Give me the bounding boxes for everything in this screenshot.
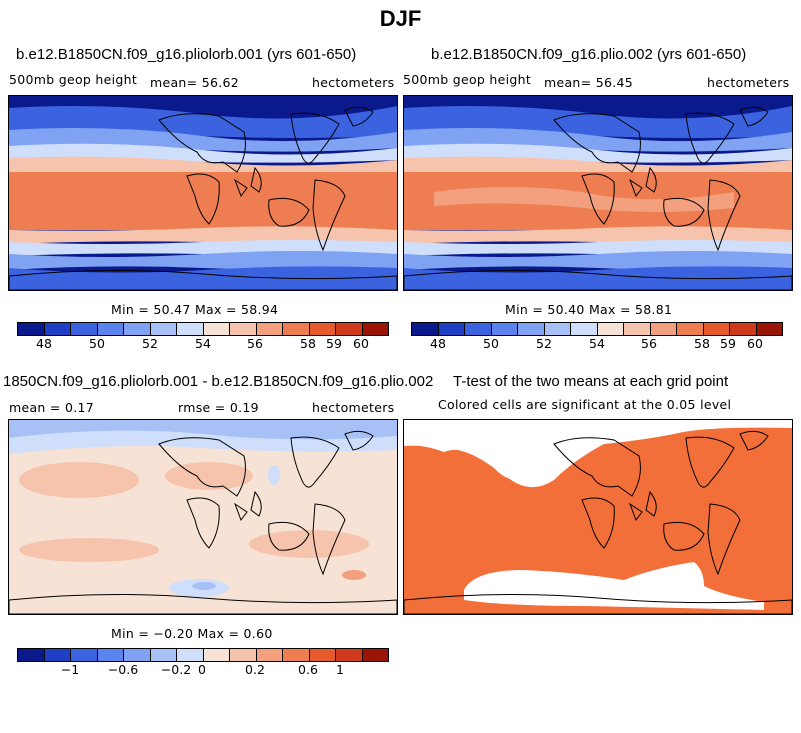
panel-experiment-map	[403, 95, 793, 291]
panel-control-colorbar	[17, 322, 389, 336]
colorbar-tick: 50	[89, 336, 105, 351]
colorbar-bin	[336, 649, 363, 661]
colorbar-tick: 0.2	[245, 662, 265, 677]
panel-control-units: hectometers	[312, 75, 395, 90]
colorbar-tick: 0.6	[298, 662, 318, 677]
panel-control-variable: 500mb geop height	[9, 72, 138, 87]
colorbar-tick: 59	[326, 336, 342, 351]
colorbar-tick: 60	[353, 336, 369, 351]
colorbar-bin	[18, 323, 45, 335]
colorbar-tick: 58	[300, 336, 316, 351]
colorbar-bin	[97, 649, 124, 661]
colorbar-bin	[18, 649, 45, 661]
colorbar-bin	[730, 323, 757, 335]
colorbar-tick: 60	[747, 336, 763, 351]
colorbar-bin	[203, 649, 230, 661]
colorbar-bin	[256, 649, 283, 661]
colorbar-bin	[177, 649, 204, 661]
colorbar-bin	[97, 323, 124, 335]
panel-difference-minmax: Min = −0.20 Max = 0.60	[111, 626, 273, 641]
colorbar-bin	[71, 323, 98, 335]
panel-experiment-mean: mean= 56.45	[544, 75, 633, 90]
difference-map-svg	[9, 420, 397, 614]
colorbar-bin	[703, 323, 730, 335]
colorbar-tick: 48	[36, 336, 52, 351]
colorbar-bin	[177, 323, 204, 335]
colorbar-tick: 50	[483, 336, 499, 351]
ttest-map-svg	[404, 420, 792, 614]
panel-difference-map	[8, 419, 398, 615]
colorbar-bin	[150, 649, 177, 661]
panel-control-mean: mean= 56.62	[150, 75, 239, 90]
colorbar-bin	[309, 649, 336, 661]
colorbar-bin	[362, 649, 388, 661]
colorbar-bin	[491, 323, 518, 335]
colorbar-bin	[597, 323, 624, 335]
colorbar-tick: 52	[142, 336, 158, 351]
colorbar-tick: 54	[589, 336, 605, 351]
panel-ttest-title: T-test of the two means at each grid poi…	[453, 373, 729, 390]
page-title: DJF	[379, 6, 422, 31]
colorbar-bin	[465, 323, 492, 335]
colorbar-bin	[571, 323, 598, 335]
panel-experiment-units: hectometers	[707, 75, 790, 90]
panel-control-minmax: Min = 50.47 Max = 58.94	[111, 302, 279, 317]
panel-experiment-minmax: Min = 50.40 Max = 58.81	[505, 302, 673, 317]
colorbar-bin	[624, 323, 651, 335]
colorbar-bin	[230, 649, 257, 661]
panel-ttest-subtitle: Colored cells are significant at the 0.0…	[438, 397, 732, 412]
colorbar-tick: 58	[694, 336, 710, 351]
panel-ttest-map	[403, 419, 793, 615]
panel-control-title: b.e12.B1850CN.f09_g16.pliolorb.001 (yrs …	[16, 46, 357, 63]
colorbar-bin	[203, 323, 230, 335]
experiment-map-svg	[404, 96, 792, 290]
colorbar-bin	[544, 323, 571, 335]
colorbar-bin	[150, 323, 177, 335]
panel-difference-rmse: rmse = 0.19	[178, 400, 259, 415]
colorbar-tick: 0	[198, 662, 206, 677]
colorbar-bin	[283, 323, 310, 335]
panel-difference-mean: mean = 0.17	[9, 400, 95, 415]
colorbar-tick: 48	[430, 336, 446, 351]
colorbar-tick: 56	[641, 336, 657, 351]
panel-experiment-title: b.e12.B1850CN.f09_g16.plio.002 (yrs 601-…	[431, 46, 747, 63]
colorbar-bin	[124, 323, 151, 335]
panel-control-map	[8, 95, 398, 291]
panel-difference-title: 1850CN.f09_g16.pliolorb.001 - b.e12.B185…	[3, 373, 434, 390]
colorbar-bin	[44, 649, 71, 661]
colorbar-bin	[412, 323, 439, 335]
colorbar-bin	[283, 649, 310, 661]
colorbar-bin	[309, 323, 336, 335]
colorbar-bin	[44, 323, 71, 335]
colorbar-tick: 1	[336, 662, 344, 677]
colorbar-bin	[256, 323, 283, 335]
panel-experiment-variable: 500mb geop height	[403, 72, 532, 87]
panel-difference-colorbar	[17, 648, 389, 662]
colorbar-bin	[124, 649, 151, 661]
colorbar-bin	[71, 649, 98, 661]
colorbar-tick: −1	[60, 662, 80, 677]
colorbar-tick: −0.6	[107, 662, 139, 677]
panel-difference-units: hectometers	[312, 400, 395, 415]
colorbar-tick: −0.2	[160, 662, 192, 677]
colorbar-bin	[518, 323, 545, 335]
colorbar-bin	[362, 323, 388, 335]
colorbar-bin	[677, 323, 704, 335]
colorbar-tick: 54	[195, 336, 211, 351]
panel-experiment-colorbar	[411, 322, 783, 336]
colorbar-tick: 52	[536, 336, 552, 351]
colorbar-tick: 59	[720, 336, 736, 351]
colorbar-tick: 56	[247, 336, 263, 351]
colorbar-bin	[230, 323, 257, 335]
colorbar-bin	[756, 323, 782, 335]
control-map-svg	[9, 96, 397, 290]
colorbar-bin	[650, 323, 677, 335]
colorbar-bin	[438, 323, 465, 335]
colorbar-bin	[336, 323, 363, 335]
